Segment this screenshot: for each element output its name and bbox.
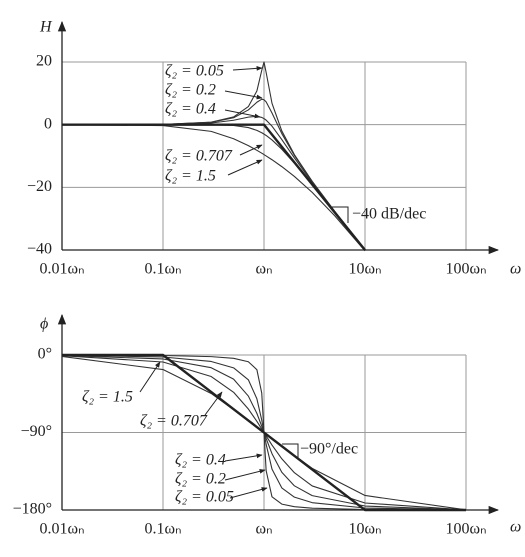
y-tick-label: 0 xyxy=(44,115,52,132)
damping-label: ζ₂ = 0.2 xyxy=(175,471,226,488)
x-tick-label: 10ωₙ xyxy=(349,261,382,278)
y-tick-label: −20 xyxy=(27,178,52,195)
x-tick-label: 0.1ωₙ xyxy=(145,521,182,538)
slope-bracket xyxy=(331,206,349,223)
label-arrow xyxy=(204,391,223,416)
damping-label: ζ₂ = 0.05 xyxy=(165,63,224,80)
label-arrow xyxy=(239,144,263,156)
damping-label: ζ₂ = 1.5 xyxy=(165,168,216,185)
x-tick-label: 0.01ωₙ xyxy=(40,521,85,538)
y-tick-label: −40 xyxy=(27,241,52,258)
y-axis-label: H xyxy=(39,19,53,36)
label-arrow xyxy=(224,109,261,119)
slope-bracket xyxy=(282,443,299,458)
label-arrow xyxy=(224,453,263,462)
x-tick-label: 0.1ωₙ xyxy=(145,261,182,278)
label-arrow xyxy=(139,361,161,393)
y-tick-label: 0° xyxy=(38,346,52,363)
y-tick-label: 20 xyxy=(36,53,52,70)
asymptote xyxy=(62,123,366,251)
x-tick-label: 100ωₙ xyxy=(446,261,487,278)
response-curve xyxy=(61,115,366,251)
damping-label: ζ₂ = 1.5 xyxy=(82,389,133,406)
response-curve xyxy=(61,124,366,252)
label-arrow xyxy=(232,65,263,71)
x-tick-label: 100ωₙ xyxy=(446,521,487,538)
x-tick-label: ωₙ xyxy=(256,521,273,538)
y-axis-label: ϕ xyxy=(40,316,48,333)
damping-label: ζ₂ = 0.05 xyxy=(175,489,234,506)
label-arrow xyxy=(224,468,266,481)
y-tick-label: −180° xyxy=(13,501,52,518)
x-tick-label: ωₙ xyxy=(256,261,273,278)
damping-label: ζ₂ = 0.707 xyxy=(165,148,233,165)
x-tick-label: 0.01ωₙ xyxy=(40,261,85,278)
y-tick-label: −90° xyxy=(21,423,52,440)
x-tick-label: 10ωₙ xyxy=(349,521,382,538)
label-arrow xyxy=(227,159,263,176)
x-axis-label: ω xyxy=(510,261,521,278)
label-arrow xyxy=(224,90,263,100)
slope-annotation: −90°/dec xyxy=(300,441,358,458)
damping-label: ζ₂ = 0.4 xyxy=(175,452,226,469)
damping-label: ζ₂ = 0.707 xyxy=(140,413,208,430)
asymptote xyxy=(62,353,466,512)
damping-label: ζ₂ = 0.2 xyxy=(165,82,216,99)
label-arrow xyxy=(229,487,268,499)
slope-annotation: −40 dB/dec xyxy=(352,206,426,223)
response-curve xyxy=(61,98,366,251)
damping-label: ζ₂ = 0.4 xyxy=(165,101,216,118)
x-axis-label: ω xyxy=(510,519,521,536)
